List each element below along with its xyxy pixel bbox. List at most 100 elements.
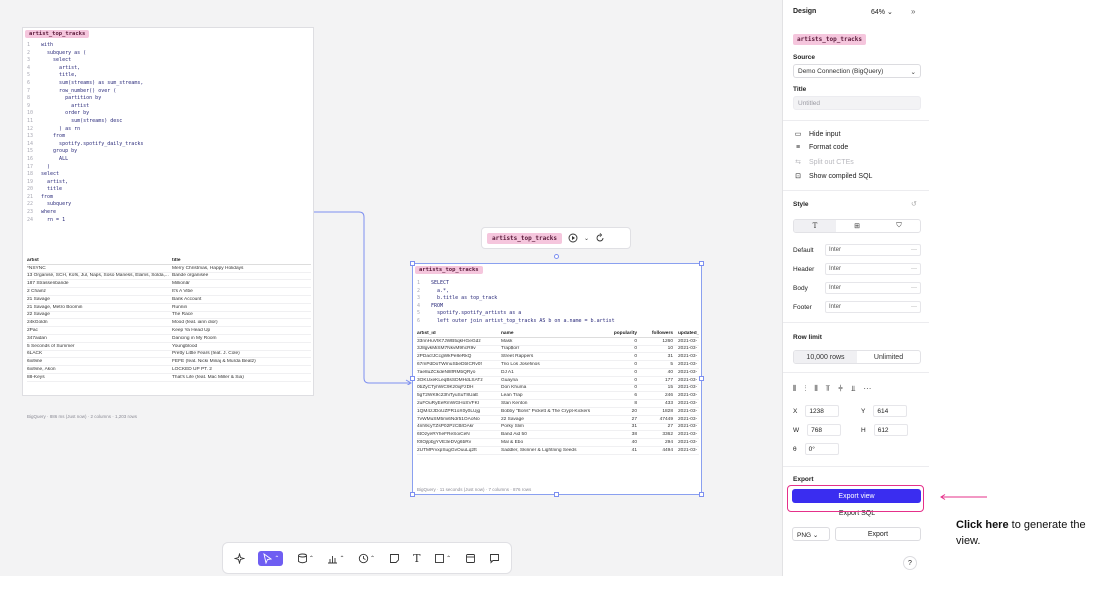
table-row[interactable]: *NSYNC Merry Christmas, Happy Holidays bbox=[27, 265, 311, 273]
table-row[interactable]: 3OKUxeKLeqBsSDMHdLSATz Guayna 0 177 2021-03- bbox=[417, 377, 699, 385]
hide-input-option[interactable]: ▭ Hide input bbox=[793, 130, 841, 139]
table-row[interactable]: 7ae8uZCkdeNl8fRMbQRyo DJ A1 0 40 2021-03- bbox=[417, 369, 699, 377]
cell-name-pill[interactable]: artists_top_tracks bbox=[793, 34, 867, 45]
table-row[interactable]: 88-Keys That's Life (feat. Mac Miller & S… bbox=[27, 374, 311, 382]
chart-icon[interactable]: ⌃ bbox=[327, 553, 345, 564]
shape-tool-icon[interactable]: ⌃ bbox=[434, 553, 451, 564]
frame-tool-icon[interactable] bbox=[465, 553, 476, 564]
source-select[interactable]: Demo Connection (BigQuery) ⌄ bbox=[793, 64, 921, 78]
table-row[interactable]: 33nnHuVtK7JWB5qkHGeGdz Mask 0 1260 2021-03- bbox=[417, 338, 699, 346]
sql-cell-artist-top-tracks[interactable]: artist_top_tracks 1 with 2 subquery as (3 … bbox=[22, 27, 314, 419]
w-input[interactable]: 768 bbox=[807, 424, 842, 436]
table-row[interactable]: 22 Savage The Race bbox=[27, 312, 311, 320]
row-limit-unlimited[interactable]: Unlimited bbox=[873, 353, 904, 361]
font-select[interactable]: Inter ··· bbox=[825, 263, 921, 275]
font-select[interactable]: Inter ··· bbox=[825, 244, 921, 256]
column-header[interactable]: artist bbox=[27, 257, 39, 263]
comment-icon[interactable] bbox=[489, 553, 500, 564]
align-bottom-icon[interactable]: ⫫ bbox=[850, 384, 856, 393]
table-row[interactable]: 6tOzyeRYheFReSoiCeN Band Aid 50 38 3362 2021… bbox=[417, 431, 699, 440]
align-right-icon[interactable]: ⫴ bbox=[814, 384, 818, 393]
table-row[interactable]: 24kGoldn Mood (feat. iann dior) bbox=[27, 319, 311, 328]
pointer-tool-icon[interactable]: ⌃ bbox=[258, 550, 284, 566]
table-row[interactable]: 6LACK Pretty Little Fears (feat. J. Cole) bbox=[27, 351, 311, 359]
refresh-icon[interactable] bbox=[595, 233, 605, 243]
export-view-button[interactable]: Export view bbox=[792, 489, 921, 503]
cell-name-pill[interactable]: artists_top_tracks bbox=[487, 232, 563, 244]
format-code-option[interactable]: ≡ Format code bbox=[793, 144, 848, 151]
table-row[interactable]: 2uFOuRyEeRmWGHoSVFKI Stan Kenton 8 433 2021-… bbox=[417, 400, 699, 408]
column-header[interactable]: followers bbox=[651, 330, 673, 336]
sql-editor[interactable]: 1 SELECT 2 a.*, 3 b.title as top_track 4 FROM… bbox=[417, 280, 615, 326]
table-row[interactable]: 1QM4zJDoUZPR1oX0y0LUjg Bobby "Boris" Pick… bbox=[417, 408, 699, 416]
resize-handle[interactable] bbox=[410, 261, 415, 266]
table-row[interactable]: 347aidan Dancing in My Room bbox=[27, 335, 311, 343]
column-header[interactable]: name bbox=[501, 330, 514, 336]
table-row[interactable]: 2Pac Keep Ya Head Up bbox=[27, 327, 311, 335]
paint-style-icon[interactable]: ⛉ bbox=[896, 222, 902, 229]
resize-handle[interactable] bbox=[410, 492, 415, 497]
split-ctes-option[interactable]: ⇆ Split out CTEs bbox=[793, 158, 854, 167]
text-style-icon[interactable]: T bbox=[794, 220, 836, 232]
resize-handle[interactable] bbox=[554, 492, 559, 497]
rotation-input[interactable]: 0° bbox=[804, 443, 839, 455]
magic-icon[interactable] bbox=[233, 552, 245, 564]
table-style-icon[interactable]: ⊞ bbox=[854, 223, 860, 230]
table-row[interactable]: 2PDacfJCcgWkPe8eRkQ Street Rappers 0 31 2021… bbox=[417, 353, 699, 362]
export-button[interactable]: Export bbox=[835, 527, 921, 541]
table-row[interactable]: 7vWMuSM5mi6Ndr51OAoNo 22 Savage 27 47449 202… bbox=[417, 416, 699, 424]
align-left-icon[interactable]: ⫴ bbox=[793, 384, 797, 393]
sticky-note-icon[interactable] bbox=[389, 553, 400, 564]
font-select[interactable]: Inter ··· bbox=[825, 282, 921, 294]
clock-icon[interactable]: ⌃ bbox=[358, 553, 375, 564]
table-row[interactable]: 5 Seconds of Summer Youngblood bbox=[27, 343, 311, 351]
table-row[interactable]: 0bZyCTyhWC9Kz0xjFzDH Don Khuma 0 15 2021-03- bbox=[417, 385, 699, 393]
y-input[interactable]: 614 bbox=[873, 405, 908, 417]
table-row[interactable]: 4nh9cyTZsP02PzCBrDAkr Porky Slim 31 27 2021-… bbox=[417, 424, 699, 432]
resize-handle[interactable] bbox=[699, 492, 704, 497]
chevron-down-icon[interactable]: ⌄ bbox=[584, 235, 590, 242]
resize-handle[interactable] bbox=[410, 376, 415, 381]
text-tool-icon[interactable]: T bbox=[413, 551, 421, 565]
row-limit-10000[interactable]: 10,000 rows bbox=[794, 351, 857, 363]
font-select[interactable]: Inter ··· bbox=[825, 301, 921, 313]
cell-title-pill[interactable]: artists_top_tracks bbox=[415, 266, 483, 274]
resize-handle[interactable] bbox=[699, 261, 704, 266]
table-row[interactable]: 5gT2WK9c23hiTyuSuT8UaE Lean Trap 6 246 2021-… bbox=[417, 392, 699, 401]
table-row[interactable]: 21 Savage Bank Account bbox=[27, 296, 311, 304]
rotate-handle[interactable] bbox=[554, 254, 559, 259]
reset-icon[interactable]: ↺ bbox=[911, 201, 917, 208]
align-top-icon[interactable]: ⫪ bbox=[825, 384, 831, 393]
align-center-icon[interactable]: ⫶ bbox=[804, 384, 807, 393]
format-select[interactable]: PNG ⌄ bbox=[792, 527, 830, 541]
table-row[interactable]: 67mPdDoTWmuSbeDbICRv0f Trio Los Josefinos… bbox=[417, 361, 699, 369]
canvas[interactable]: artist_top_tracks 1 with 2 subquery as (3 … bbox=[0, 0, 782, 576]
resize-handle[interactable] bbox=[699, 376, 704, 381]
table-row[interactable]: 21 Savage, Metro Boomin Runnin bbox=[27, 304, 311, 312]
zoom-select[interactable]: 64% ⌄ bbox=[871, 8, 893, 16]
run-icon[interactable] bbox=[568, 233, 578, 243]
column-header[interactable]: popularity bbox=[613, 330, 637, 336]
column-header[interactable]: title bbox=[172, 257, 181, 263]
h-input[interactable]: 612 bbox=[873, 424, 908, 436]
show-compiled-sql-option[interactable]: ⊡ Show compiled SQL bbox=[793, 172, 872, 181]
title-input[interactable]: Untitled bbox=[793, 96, 921, 110]
cell-title-pill[interactable]: artist_top_tracks bbox=[25, 30, 90, 38]
export-sql-button[interactable]: Export SQL bbox=[838, 510, 876, 517]
align-middle-icon[interactable]: ⫩ bbox=[838, 384, 843, 393]
table-row[interactable]: 6ix9ine FEFE (feat. Nicki Minaj & Murda B… bbox=[27, 358, 311, 367]
table-row[interactable]: 2UTMPrvxpSugGvOuuLq2ft Saddler, Skinner &… bbox=[417, 447, 699, 455]
table-row[interactable]: f0tOjlpbjjYVE3eDVg6bRv Mal & Ebo 40 294 2021… bbox=[417, 439, 699, 447]
more-icon[interactable]: ··· bbox=[863, 384, 872, 393]
x-input[interactable]: 1238 bbox=[805, 405, 840, 417]
table-row[interactable]: 187 Strassenbande Millionär bbox=[27, 280, 311, 289]
sql-cell-artists-top-tracks[interactable]: artists_top_tracks 1 SELECT 2 a.*, 3 b.titl… bbox=[412, 263, 702, 495]
table-row[interactable]: 6ix9ine, Akon LOCKED UP PT. 2 bbox=[27, 366, 311, 374]
column-header[interactable]: artist_id bbox=[417, 330, 436, 336]
collapse-panel-icon[interactable]: » bbox=[911, 7, 916, 16]
column-header[interactable]: updated_a bbox=[678, 330, 699, 336]
help-button[interactable]: ? bbox=[903, 556, 917, 570]
sql-editor[interactable]: 1 with 2 subquery as (3 select 4 artist, 5 t… bbox=[27, 42, 143, 224]
database-icon[interactable]: ⌃ bbox=[297, 553, 314, 564]
table-row[interactable]: 2 Chainz It's A Vibe bbox=[27, 288, 311, 296]
